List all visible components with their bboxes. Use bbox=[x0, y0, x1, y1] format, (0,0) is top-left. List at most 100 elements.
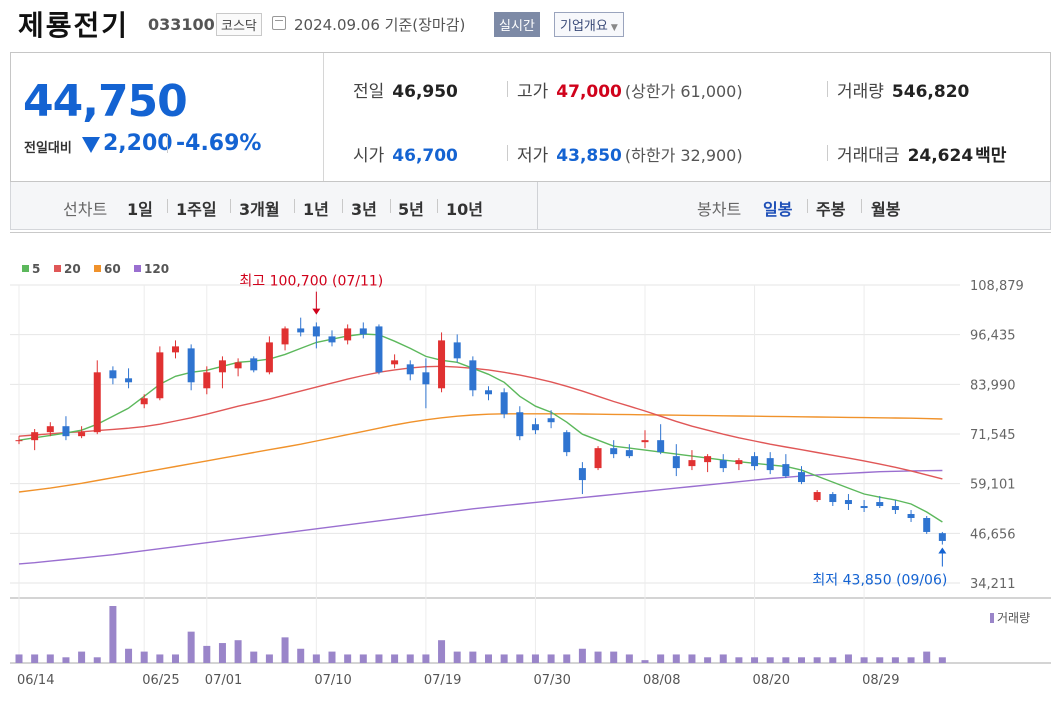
volume-bar bbox=[891, 657, 899, 663]
stock-chart: 108,879 96,435 83,990 71,545 59,101 46,656 34,… bbox=[10, 232, 1051, 713]
x-tick-label: 07/01 bbox=[205, 673, 242, 688]
candle-body bbox=[328, 336, 336, 343]
candle-body bbox=[156, 352, 164, 399]
candle-body bbox=[359, 328, 367, 335]
tab-candle-2[interactable]: 월봉 bbox=[871, 200, 901, 219]
candle-body bbox=[860, 506, 868, 509]
day-high-value: 47,000 bbox=[556, 82, 622, 102]
candle-body bbox=[844, 500, 852, 505]
volume-bar bbox=[62, 657, 70, 663]
volume-bar bbox=[93, 657, 101, 663]
y-tick-label: 34,211 bbox=[970, 577, 1016, 592]
prev-close: 전일 46,950 bbox=[353, 77, 458, 102]
candle-body bbox=[265, 342, 273, 373]
company-overview-button[interactable]: 기업개요 ▼ bbox=[554, 12, 624, 37]
candle-body bbox=[469, 360, 477, 391]
candle-body bbox=[453, 342, 461, 359]
volume-bar bbox=[344, 654, 352, 663]
lower-limit: (하한가 32,900) bbox=[624, 146, 743, 165]
candle-body bbox=[485, 390, 492, 395]
volume-bar bbox=[829, 657, 837, 663]
volume-bar bbox=[187, 631, 195, 663]
volume-bar bbox=[641, 660, 649, 663]
tab-line-2[interactable]: 3개월 bbox=[239, 200, 280, 219]
x-tick-label: 06/25 bbox=[142, 673, 179, 688]
calendar-icon bbox=[272, 16, 286, 30]
volume-bar bbox=[422, 654, 430, 663]
volume-bar bbox=[265, 654, 273, 663]
volume-legend-swatch bbox=[990, 613, 994, 623]
candle-body bbox=[187, 348, 195, 383]
divider bbox=[807, 199, 808, 213]
y-tick-label: 108,879 bbox=[970, 279, 1024, 294]
ma120-line bbox=[18, 469, 943, 565]
volume-bar bbox=[610, 651, 618, 663]
tab-candle-1[interactable]: 주봉 bbox=[816, 200, 846, 219]
candle-body bbox=[344, 328, 352, 341]
volume-bar bbox=[704, 657, 712, 663]
divider bbox=[507, 145, 508, 161]
realtime-button[interactable]: 실시간 bbox=[494, 12, 540, 37]
candle-body bbox=[907, 513, 915, 518]
as-of-date: 2024.09.06 기준(장마감) bbox=[294, 16, 466, 34]
legend-swatch bbox=[54, 265, 61, 272]
legend-label: 5 bbox=[32, 262, 40, 276]
candle-body bbox=[657, 440, 665, 453]
volume-bar bbox=[203, 645, 211, 663]
candlestick-chart: 108,879 96,435 83,990 71,545 59,101 46,656 34,… bbox=[10, 262, 1051, 688]
tab-line-0[interactable]: 1일 bbox=[127, 200, 153, 219]
legend-swatch bbox=[22, 265, 29, 272]
volume-bar bbox=[125, 648, 133, 663]
tab-line-6[interactable]: 10년 bbox=[446, 200, 483, 219]
ma60-line bbox=[18, 413, 943, 493]
divider bbox=[827, 81, 828, 97]
candle-body bbox=[798, 472, 805, 483]
candle-body bbox=[109, 370, 117, 379]
volume-bar bbox=[594, 651, 602, 663]
candle-body bbox=[375, 326, 383, 373]
candle-body bbox=[234, 362, 242, 369]
divider bbox=[507, 81, 508, 97]
candle-body bbox=[625, 450, 633, 457]
legend-swatch bbox=[94, 265, 101, 272]
candle-body bbox=[438, 340, 446, 389]
price-summary: 44,750 전일대비 2,200 -4.69% 전일 46,950 고가 47,0… bbox=[10, 52, 1051, 182]
volume-bar bbox=[31, 654, 39, 663]
volume-bar bbox=[578, 648, 586, 663]
tab-line-5[interactable]: 5년 bbox=[398, 200, 424, 219]
candle-body bbox=[891, 506, 899, 511]
change-value: 2,200 bbox=[103, 131, 173, 156]
candle-body bbox=[31, 432, 39, 441]
tab-candle-0[interactable]: 일봉 bbox=[763, 200, 793, 219]
candle-body bbox=[938, 533, 946, 541]
tab-line-3[interactable]: 1년 bbox=[303, 200, 329, 219]
volume-bar bbox=[438, 640, 446, 663]
candle-body bbox=[672, 456, 680, 469]
candle-body bbox=[203, 372, 211, 389]
candle-body bbox=[751, 456, 759, 467]
volume-bar bbox=[78, 651, 86, 663]
candle-body bbox=[218, 360, 226, 373]
divider bbox=[437, 199, 438, 213]
tab-line-4[interactable]: 3년 bbox=[351, 200, 377, 219]
tab-line-1[interactable]: 1주일 bbox=[176, 200, 217, 219]
volume-bar bbox=[719, 654, 727, 663]
legend-swatch bbox=[134, 265, 141, 272]
ma20-line bbox=[18, 365, 943, 480]
volume-label: 거래량 bbox=[997, 611, 1030, 625]
y-tick-label: 59,101 bbox=[970, 478, 1016, 493]
volume-bar bbox=[359, 654, 367, 663]
legend-label: 60 bbox=[104, 262, 121, 276]
x-tick-label: 07/10 bbox=[314, 673, 351, 688]
candle-body bbox=[719, 460, 727, 469]
candle-body bbox=[531, 424, 539, 431]
volume-bar bbox=[15, 654, 23, 663]
candle-body bbox=[140, 398, 148, 405]
day-low-label: 저가 bbox=[517, 146, 549, 166]
x-tick-label: 07/19 bbox=[424, 673, 461, 688]
divider bbox=[390, 199, 391, 213]
volume-bar bbox=[406, 654, 414, 663]
volume-bar bbox=[657, 654, 665, 663]
stock-code: 033100 bbox=[148, 15, 215, 34]
divider bbox=[537, 182, 538, 229]
